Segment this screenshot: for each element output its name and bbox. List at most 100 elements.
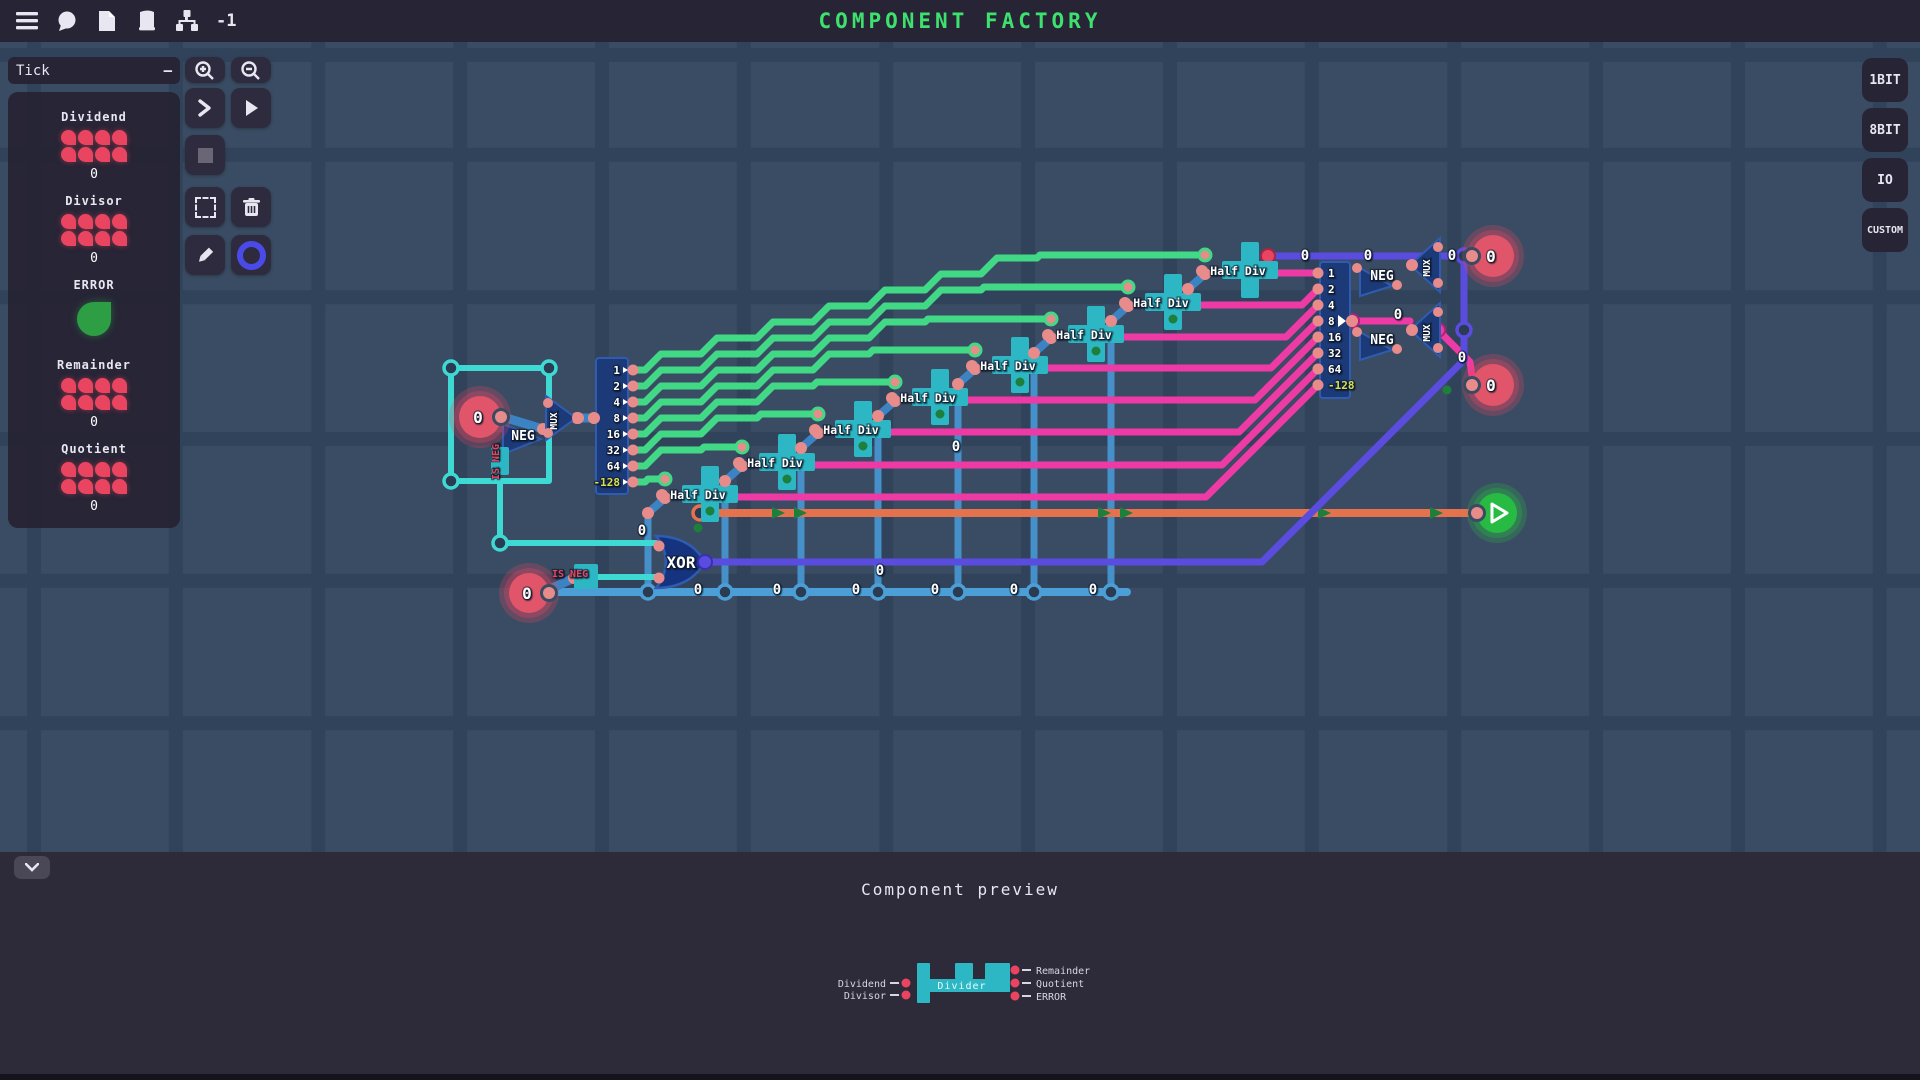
green-wire[interactable] xyxy=(629,283,1132,390)
green-wire[interactable] xyxy=(629,315,1055,406)
half-div-body[interactable] xyxy=(992,356,1048,374)
half-div-component[interactable] xyxy=(682,466,738,522)
menu-icon[interactable] xyxy=(14,8,40,34)
input-a[interactable] xyxy=(459,396,501,438)
flow-arrow xyxy=(772,507,785,519)
cyan-node xyxy=(442,359,460,377)
bit-dot xyxy=(95,395,110,410)
play-button[interactable] xyxy=(231,88,271,128)
mux-gate[interactable] xyxy=(1408,300,1441,360)
half-div-component[interactable] xyxy=(759,434,815,490)
half-div-body[interactable] xyxy=(682,485,738,503)
neg-gate[interactable] xyxy=(1359,266,1395,298)
select-button[interactable] xyxy=(185,187,225,227)
palette-io-button[interactable]: IO xyxy=(1862,158,1908,202)
flow-arrow xyxy=(1120,507,1133,519)
zoom-in-button[interactable] xyxy=(185,57,225,83)
hd-pin xyxy=(1119,297,1131,309)
minimize-button[interactable]: – xyxy=(163,62,172,79)
hd-pin xyxy=(1196,265,1208,277)
input-b[interactable] xyxy=(509,573,549,613)
half-div-body[interactable] xyxy=(1068,325,1124,343)
half-div-component[interactable] xyxy=(1222,242,1278,298)
io-label: Dividend xyxy=(61,110,127,124)
bit-dot xyxy=(61,462,76,477)
bit-dot xyxy=(112,231,127,246)
hd-green-node xyxy=(967,342,983,358)
is-neg-component[interactable] xyxy=(491,447,509,475)
edit-button[interactable] xyxy=(185,235,225,275)
xor-gate[interactable] xyxy=(653,534,706,590)
circuit-canvas[interactable]: 1 2 4 8 16 32 64 -128 1 2 4 8 16 32 64 -128 Half Div Half… xyxy=(0,42,1920,852)
magenta-wire[interactable] xyxy=(934,333,1322,404)
output-error[interactable] xyxy=(1477,493,1517,533)
io-value: 0 xyxy=(90,499,98,514)
book-icon[interactable] xyxy=(134,8,160,34)
purple-wire[interactable] xyxy=(700,252,1468,566)
half-div-component[interactable] xyxy=(1068,306,1124,362)
half-div-component[interactable] xyxy=(835,401,891,457)
loop-button[interactable] xyxy=(231,235,271,275)
is-neg-component[interactable] xyxy=(574,564,598,589)
half-div-component[interactable] xyxy=(912,369,968,425)
half-div-component[interactable] xyxy=(992,337,1048,393)
zoom-out-button[interactable] xyxy=(231,57,271,83)
via-dot xyxy=(1168,314,1178,324)
stop-button[interactable] xyxy=(185,135,225,175)
pin-dot xyxy=(1010,991,1020,1001)
io-value: 0 xyxy=(522,584,532,603)
half-div-body[interactable] xyxy=(1145,293,1201,311)
file-icon[interactable] xyxy=(94,8,120,34)
preview-pin-label: ERROR xyxy=(1036,992,1067,1003)
magenta-wire[interactable] xyxy=(857,349,1322,436)
mux-gate[interactable] xyxy=(1408,235,1441,295)
byte-splitter[interactable] xyxy=(595,357,629,495)
byte-display[interactable] xyxy=(61,462,127,494)
bit-dot xyxy=(61,479,76,494)
delete-button[interactable] xyxy=(231,187,271,227)
green-wire[interactable] xyxy=(629,378,899,438)
neg-gate[interactable] xyxy=(502,422,544,456)
wire-value-zero: 0 xyxy=(1089,582,1097,598)
magenta-wire[interactable] xyxy=(702,381,1322,501)
step-button[interactable] xyxy=(185,88,225,128)
chat-icon[interactable] xyxy=(54,8,80,34)
magenta-wire[interactable] xyxy=(1169,285,1322,309)
green-wire[interactable] xyxy=(629,443,746,470)
half-div-body[interactable] xyxy=(835,420,891,438)
palette-custom-button[interactable]: CUSTOM xyxy=(1862,208,1908,252)
pin-dot xyxy=(1433,278,1443,288)
output-quotient[interactable] xyxy=(1472,364,1514,406)
magenta-wire[interactable] xyxy=(779,365,1322,469)
bit-display[interactable] xyxy=(77,302,111,336)
circuit-svg[interactable]: 1 2 4 8 16 32 64 -128 1 2 4 8 16 32 64 -128 Half Div Half… xyxy=(0,42,1920,852)
splitter-pin-label: 8 xyxy=(613,412,620,425)
bit-dot xyxy=(95,147,110,162)
cyan-wire[interactable] xyxy=(448,365,552,484)
palette-1bit-button[interactable]: 1BIT xyxy=(1862,58,1908,102)
magenta-wire[interactable] xyxy=(1014,317,1322,372)
schematic-icon[interactable] xyxy=(174,8,200,34)
green-wire[interactable] xyxy=(629,251,1209,374)
byte-display[interactable] xyxy=(61,214,127,246)
mux-gate[interactable] xyxy=(545,394,578,442)
io-section-remainder: Remainder 0 xyxy=(8,358,180,430)
byte-display[interactable] xyxy=(61,378,127,410)
pin-dot xyxy=(1312,283,1324,295)
byte-display[interactable] xyxy=(61,130,127,162)
half-div-component[interactable] xyxy=(1145,274,1201,330)
byte-maker[interactable] xyxy=(1319,261,1351,399)
magenta-wire[interactable] xyxy=(1092,301,1322,341)
palette-8bit-button[interactable]: 8BIT xyxy=(1862,108,1908,152)
green-wire[interactable] xyxy=(629,410,822,454)
output-remainder[interactable] xyxy=(1472,235,1514,277)
collapse-preview-button[interactable] xyxy=(14,856,50,879)
tick-window-titlebar[interactable]: Tick – xyxy=(8,57,180,84)
half-div-body[interactable] xyxy=(759,453,815,471)
half-div-body[interactable] xyxy=(1222,261,1278,279)
io-value: 0 xyxy=(90,415,98,430)
green-wire[interactable] xyxy=(629,475,669,486)
half-div-body[interactable] xyxy=(912,388,968,406)
neg-gate[interactable] xyxy=(1359,330,1395,362)
green-wire[interactable] xyxy=(629,346,979,422)
